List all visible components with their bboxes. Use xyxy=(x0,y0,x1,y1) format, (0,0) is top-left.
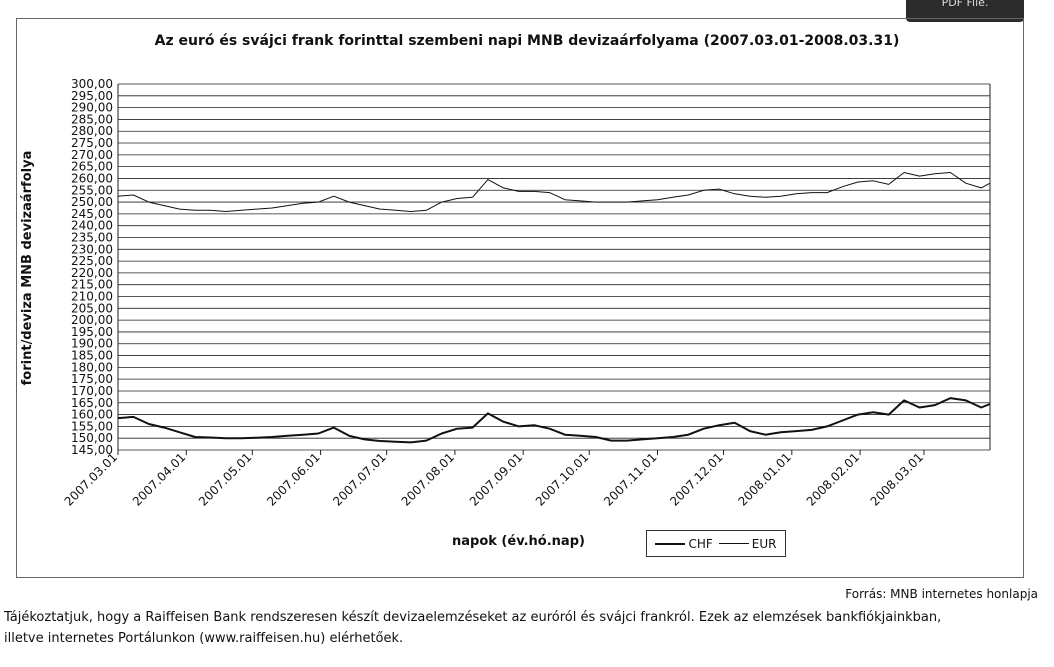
x-tick-label: 2008.02.01 xyxy=(804,450,862,508)
y-tick-label: 150,00 xyxy=(71,431,113,445)
y-tick-label: 270,00 xyxy=(71,148,113,162)
top-tab[interactable]: PDF File. xyxy=(906,0,1024,22)
y-tick-label: 170,00 xyxy=(71,384,113,398)
y-tick-label: 160,00 xyxy=(71,408,113,422)
series-line-chf xyxy=(117,397,991,444)
y-tick-label: 295,00 xyxy=(71,89,113,103)
x-tick-label: 2007.05.01 xyxy=(196,450,254,508)
y-tick-label: 145,00 xyxy=(71,443,113,457)
chart-plot: 300,00295,00290,00285,00280,00275,00270,… xyxy=(62,77,991,509)
x-axis-label: napok (év.hó.nap) xyxy=(452,534,585,549)
y-tick-label: 220,00 xyxy=(71,266,113,280)
legend-item-eur: EUR xyxy=(718,536,777,551)
chart-legend: CHF EUR xyxy=(646,530,786,557)
y-tick-label: 185,00 xyxy=(71,349,113,363)
info-paragraph-line-2: illetve internetes Portálunkon (www.raif… xyxy=(4,631,404,646)
series-line-eur xyxy=(117,172,991,212)
x-tick-label: 2007.12.01 xyxy=(667,450,725,508)
x-tick-label: 2007.11.01 xyxy=(601,450,659,508)
legend-label-chf: CHF xyxy=(688,536,713,551)
y-tick-label: 175,00 xyxy=(71,372,113,386)
y-tick-label: 240,00 xyxy=(71,219,113,233)
y-tick-label: 190,00 xyxy=(71,337,113,351)
y-tick-label: 245,00 xyxy=(71,207,113,221)
chart-frame xyxy=(16,18,1024,578)
x-tick-label: 2007.06.01 xyxy=(264,450,322,508)
y-tick-label: 155,00 xyxy=(71,419,113,433)
top-tab-label: PDF File. xyxy=(941,0,989,9)
chart-title: Az euró és svájci frank forinttal szembe… xyxy=(154,33,900,49)
y-tick-label: 205,00 xyxy=(71,301,113,315)
y-tick-label: 250,00 xyxy=(71,195,113,209)
y-tick-label: 255,00 xyxy=(71,183,113,197)
legend-label-eur: EUR xyxy=(751,536,777,551)
y-tick-label: 280,00 xyxy=(71,124,113,138)
y-tick-label: 290,00 xyxy=(71,101,113,115)
legend-item-chf: CHF xyxy=(655,536,713,551)
x-tick-label: 2007.04.01 xyxy=(130,450,188,508)
y-tick-label: 215,00 xyxy=(71,278,113,292)
y-tick-label: 265,00 xyxy=(71,160,113,174)
y-tick-label: 275,00 xyxy=(71,136,113,150)
y-tick-label: 200,00 xyxy=(71,313,113,327)
y-tick-label: 210,00 xyxy=(71,290,113,304)
x-tick-label: 2007.07.01 xyxy=(330,450,388,508)
source-note: Forrás: MNB internetes honlapja xyxy=(845,587,1038,601)
y-tick-label: 180,00 xyxy=(71,360,113,374)
y-tick-label: 230,00 xyxy=(71,242,113,256)
x-tick-label: 2008.01.01 xyxy=(735,450,793,508)
legend-swatch-chf xyxy=(655,542,686,545)
y-tick-label: 165,00 xyxy=(71,396,113,410)
y-tick-label: 225,00 xyxy=(71,254,113,268)
y-tick-label: 300,00 xyxy=(71,77,113,91)
x-tick-label: 2007.09.01 xyxy=(467,450,525,508)
y-tick-label: 235,00 xyxy=(71,230,113,244)
x-tick-label: 2008.03.01 xyxy=(868,450,926,508)
y-tick-label: 260,00 xyxy=(71,171,113,185)
info-paragraph-line-1: Tájékoztatjuk, hogy a Raiffeisen Bank re… xyxy=(4,610,942,625)
x-tick-label: 2007.10.01 xyxy=(533,450,591,508)
x-tick-label: 2007.03.01 xyxy=(62,450,120,508)
y-tick-label: 285,00 xyxy=(71,112,113,126)
y-tick-label: 195,00 xyxy=(71,325,113,339)
legend-swatch-eur xyxy=(718,543,749,544)
x-tick-label: 2007.08.01 xyxy=(399,450,457,508)
